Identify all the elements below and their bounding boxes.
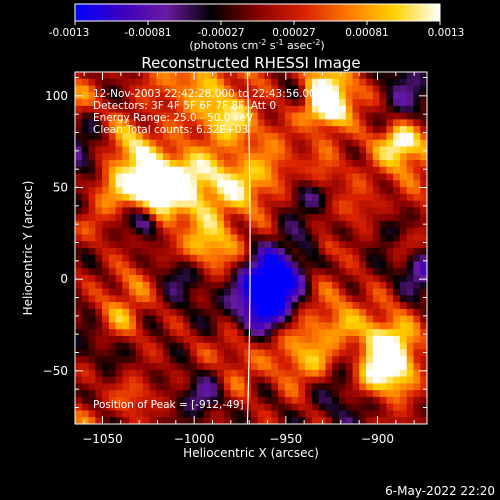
colorbar-tick-label: -0.0013 [49, 27, 90, 39]
y-axis-label: Heliocentric Y (arcsec) [21, 181, 35, 316]
colorbar-tick-label: 0.00027 [272, 27, 315, 39]
plot-frame [74, 71, 428, 425]
y-tick-label: −50 [43, 364, 68, 378]
colorbar [74, 3, 441, 22]
footer-timestamp: 6-May-2022 22:20 [385, 484, 495, 498]
colorbar-units: (photons cm-2 s-1 asec-2) [189, 38, 324, 52]
y-tick-label: 50 [53, 181, 68, 195]
annotation-line: Clean Total counts: 6.32E+03 [93, 124, 248, 136]
x-tick-label: −1000 [174, 432, 215, 446]
annotation-line: Detectors: 3F 4F 5F 6F 7F 8F, Att 0 [93, 100, 276, 112]
colorbar-tick-label: -0.00027 [197, 27, 244, 39]
x-tick-label: −950 [269, 432, 302, 446]
y-axis: −50 0 50 100 [43, 77, 427, 408]
chart-title: Reconstructed RHESSI Image [141, 54, 360, 72]
x-axis-label: Heliocentric X (arcsec) [183, 446, 319, 460]
annotation-line: Energy Range: 25.0 - 50.0 keV [93, 112, 254, 124]
y-tick-label: 0 [60, 272, 68, 286]
annotation-line: 12-Nov-2003 22:42:28.000 to 22:43:56.000 [93, 88, 323, 100]
heatmap-image [75, 72, 427, 424]
x-tick-label: −1050 [82, 432, 123, 446]
y-tick-label: 100 [45, 89, 68, 103]
colorbar-tick-label: 0.00081 [345, 27, 388, 39]
x-tick-label: −900 [361, 432, 394, 446]
colorbar-tick-label: 0.0013 [428, 27, 465, 39]
annotation-block: 12-Nov-2003 22:42:28.000 to 22:43:56.000… [93, 88, 323, 136]
x-axis: −1050 −1000 −950 −900 [82, 72, 415, 446]
solar-limb [246, 72, 251, 424]
colorbar-ticks: -0.0013 -0.00081 -0.00027 0.00027 0.00081 0.0… [49, 21, 465, 39]
peak-position-label: Position of Peak = [-912,-49] [93, 399, 244, 411]
colorbar-tick-label: -0.00081 [124, 27, 171, 39]
